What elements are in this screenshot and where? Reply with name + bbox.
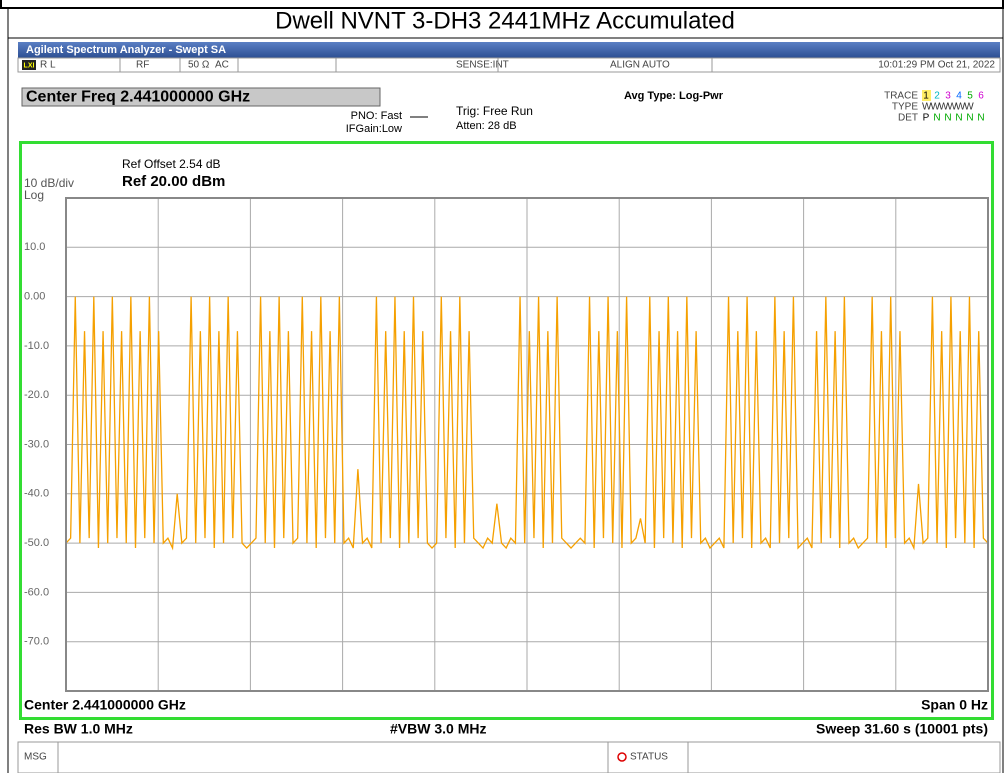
- time-label: 10:01:29 PM Oct 21, 2022: [878, 60, 995, 71]
- ifgain: IFGain:Low: [346, 123, 402, 135]
- y-tick-label: -70.0: [24, 636, 49, 648]
- center: Center 2.441000000 GHz: [24, 697, 186, 713]
- y-tick-label: 10.0: [24, 241, 45, 253]
- status-row: [17, 57, 1001, 73]
- align-label: ALIGN AUTO: [610, 60, 670, 71]
- type-value: WWWWWW: [922, 102, 974, 113]
- trace: [65, 296, 989, 551]
- ref-level: Ref 20.00 dBm: [122, 173, 225, 190]
- display-frame: [19, 141, 994, 720]
- table-top-row: [0, 0, 1004, 9]
- y-tick-label: -60.0: [24, 586, 49, 598]
- det-label: DET: [898, 113, 918, 124]
- plot: 10.0 0.00 -10.0 -20.0 -30.0 -40.0 -50.0 -60.0 -7…: [24, 197, 989, 692]
- avg-type: Avg Type: Log-Pwr: [624, 90, 724, 102]
- footer-bar: [17, 741, 1001, 773]
- rf-label: RF: [136, 60, 149, 71]
- status-icon: [617, 752, 627, 762]
- lxi-label: LXI: [24, 62, 35, 69]
- vbw: #VBW 3.0 MHz: [390, 721, 486, 737]
- trace-number: 1: [923, 91, 929, 102]
- det-value: N: [944, 113, 951, 124]
- app-title: Agilent Spectrum Analyzer - Swept SA: [26, 44, 226, 56]
- det-value: N: [977, 113, 984, 124]
- impedance-label: 50 Ω: [188, 60, 210, 71]
- document-title: Dwell NVNT 3-DH3 2441MHz Accumulated: [275, 7, 735, 34]
- span: Span 0 Hz: [921, 697, 988, 713]
- status: STATUS: [630, 752, 668, 763]
- coupling-label: AC: [215, 60, 229, 71]
- center-freq-box: [21, 87, 381, 107]
- det-value: N: [966, 113, 973, 124]
- rl-label: R L: [40, 60, 56, 71]
- scale-type: Log: [24, 188, 44, 202]
- center-freq: Center Freq 2.441000000 GHz: [26, 89, 250, 106]
- trace-number: 3: [945, 91, 951, 102]
- scale: 10 dB/div: [24, 176, 74, 190]
- det-value: P: [923, 113, 930, 124]
- lxi-icon: [22, 60, 36, 70]
- y-tick-label: -50.0: [24, 537, 49, 549]
- atten: Atten: 28 dB: [456, 120, 517, 132]
- rbw: Res BW 1.0 MHz: [24, 721, 133, 737]
- pno: PNO: Fast: [351, 110, 402, 122]
- sweep: Sweep 31.60 s (10001 pts): [816, 721, 988, 737]
- trace-highlight: [922, 90, 931, 101]
- det-value: N: [955, 113, 962, 124]
- y-tick-label: -30.0: [24, 438, 49, 450]
- type-label: TYPE: [892, 102, 918, 113]
- trig: Trig: Free Run: [456, 104, 533, 118]
- y-tick-label: -10.0: [24, 340, 49, 352]
- trace-number: 4: [956, 91, 962, 102]
- trace-label: TRACE: [884, 91, 918, 102]
- y-tick-label: -40.0: [24, 488, 49, 500]
- det-value: N: [933, 113, 940, 124]
- y-tick-label: 0.00: [24, 291, 45, 303]
- title-bar: [18, 42, 1000, 58]
- trace-number: 6: [978, 91, 984, 102]
- graticule-border: [65, 197, 989, 692]
- ref-offset: Ref Offset 2.54 dB: [122, 157, 221, 171]
- y-tick-label: -20.0: [24, 389, 49, 401]
- sense-label: SENSE:INT: [456, 60, 509, 71]
- trace-number: 5: [967, 91, 973, 102]
- msg: MSG: [24, 752, 47, 763]
- trace-number: 2: [934, 91, 940, 102]
